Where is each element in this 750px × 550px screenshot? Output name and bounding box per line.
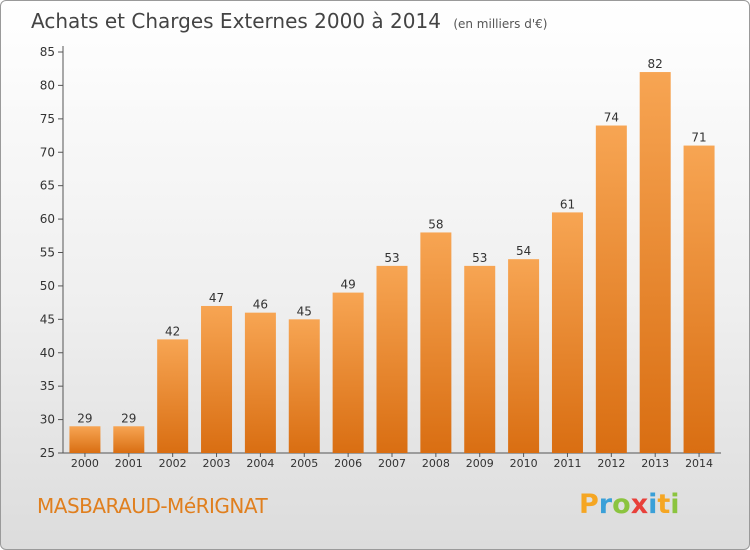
x-tick-label: 2000 bbox=[71, 457, 99, 470]
y-tick-label: 70 bbox=[40, 145, 55, 159]
logo-letter: i bbox=[670, 489, 680, 520]
data-label: 53 bbox=[384, 251, 399, 265]
data-label: 29 bbox=[121, 411, 136, 425]
logo-letter: r bbox=[598, 489, 613, 520]
data-label: 29 bbox=[77, 411, 92, 425]
bar bbox=[201, 305, 233, 453]
data-label: 54 bbox=[516, 244, 531, 258]
data-label: 46 bbox=[253, 298, 268, 312]
bar bbox=[69, 426, 101, 453]
data-label: 42 bbox=[165, 324, 180, 338]
logo-letter: i bbox=[648, 489, 658, 520]
x-tick-label: 2006 bbox=[334, 457, 362, 470]
data-label: 47 bbox=[209, 291, 224, 305]
x-tick-label: 2010 bbox=[510, 457, 538, 470]
y-tick-label: 40 bbox=[40, 346, 55, 360]
x-tick-label: 2007 bbox=[378, 457, 406, 470]
y-tick-label: 55 bbox=[40, 246, 55, 260]
data-label: 58 bbox=[428, 217, 443, 231]
y-tick-label: 25 bbox=[40, 446, 55, 460]
logo-letter: o bbox=[612, 489, 631, 520]
x-tick-label: 2002 bbox=[159, 457, 187, 470]
bar bbox=[157, 339, 189, 453]
logo-letter: t bbox=[657, 489, 671, 520]
chart-subtitle: (en milliers d'€) bbox=[453, 17, 548, 31]
data-label: 71 bbox=[691, 131, 706, 145]
bar bbox=[113, 426, 145, 453]
x-tick-label: 2003 bbox=[203, 457, 231, 470]
y-tick-label: 80 bbox=[40, 78, 55, 92]
chart-title: Achats et Charges Externes 2000 à 2014 (… bbox=[31, 9, 547, 33]
y-tick-label: 35 bbox=[40, 379, 55, 393]
data-label: 74 bbox=[604, 111, 619, 125]
bar bbox=[595, 125, 627, 454]
bar bbox=[551, 212, 583, 453]
x-tick-label: 2001 bbox=[115, 457, 143, 470]
bar bbox=[683, 145, 715, 454]
x-tick-label: 2013 bbox=[641, 457, 669, 470]
x-tick-label: 2009 bbox=[466, 457, 494, 470]
chart-title-text: Achats et Charges Externes 2000 à 2014 bbox=[31, 9, 441, 33]
data-label: 49 bbox=[340, 278, 355, 292]
x-tick-label: 2005 bbox=[290, 457, 318, 470]
y-tick-label: 85 bbox=[40, 45, 55, 59]
bar bbox=[288, 319, 320, 453]
x-tick-label: 2008 bbox=[422, 457, 450, 470]
commune-name: MASBARAUD-MéRIGNAT bbox=[37, 494, 268, 518]
y-tick-label: 30 bbox=[40, 413, 55, 427]
proxiti-logo: Proxiti bbox=[579, 489, 680, 520]
data-label: 45 bbox=[297, 304, 312, 318]
bar bbox=[376, 265, 408, 453]
y-tick-label: 65 bbox=[40, 179, 55, 193]
x-tick-label: 2012 bbox=[597, 457, 625, 470]
bar bbox=[420, 232, 452, 453]
bar bbox=[508, 259, 540, 453]
x-tick-label: 2014 bbox=[685, 457, 713, 470]
bar bbox=[639, 72, 671, 454]
y-tick-label: 50 bbox=[40, 279, 55, 293]
y-tick-label: 45 bbox=[40, 312, 55, 326]
data-label: 61 bbox=[560, 197, 575, 211]
data-label: 82 bbox=[648, 57, 663, 71]
logo-letter: P bbox=[579, 489, 599, 520]
y-tick-label: 75 bbox=[40, 112, 55, 126]
y-tick-label: 60 bbox=[40, 212, 55, 226]
bar bbox=[464, 265, 496, 453]
bar bbox=[244, 312, 276, 453]
bar bbox=[332, 292, 364, 453]
x-tick-label: 2004 bbox=[246, 457, 274, 470]
x-tick-label: 2011 bbox=[553, 457, 581, 470]
data-label: 53 bbox=[472, 251, 487, 265]
logo-letter: x bbox=[630, 489, 649, 520]
